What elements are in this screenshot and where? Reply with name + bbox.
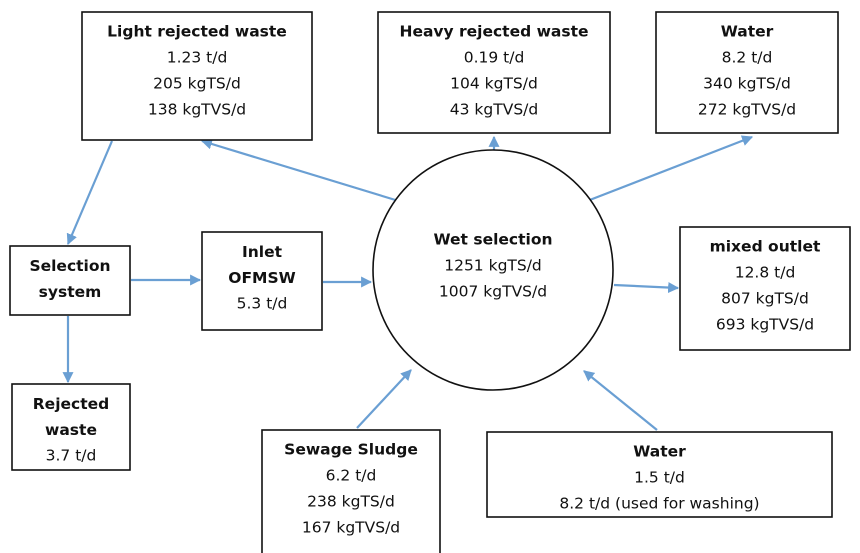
node-value: 43 kgTVS/d [450,101,538,119]
node-value: 205 kgTS/d [153,75,241,93]
node-value: 167 kgTVS/d [302,519,400,537]
node-title-part: OFMSW [228,269,295,287]
node-title-part: waste [45,421,97,439]
node-value: 272 kgTVS/d [698,101,796,119]
arrow [200,138,403,204]
node-value: 5.3 t/d [237,295,288,313]
node: Rejected waste 3.7 t/d [11,383,131,471]
node-value: 0.19 t/d [464,49,525,67]
node-value: 8.2 t/d (used for washing) [559,495,759,513]
node-title: Selection system [29,257,110,301]
node-title: Inlet OFMSW [228,243,295,287]
arrow [583,370,658,431]
node-box [9,245,131,316]
node-value: 1.23 t/d [167,49,228,67]
node-value: 1007 kgTVS/d [439,283,547,301]
node-title: Water [721,23,774,41]
node-value: 807 kgTS/d [721,290,809,308]
node-value: 3.7 t/d [46,447,97,465]
node-value: 12.8 t/d [735,264,796,282]
node: Wet selection 1251 kgTS/d 1007 kgTVS/d [372,149,614,391]
arrows [62,135,754,431]
node: Inlet OFMSW 5.3 t/d [201,231,323,331]
arrow [66,140,114,246]
node-title: Rejected waste [33,395,109,439]
node-title: Sewage Sludge [284,441,418,459]
node-title: Water [633,443,686,461]
node-title-part: system [39,283,102,301]
node-value: 104 kgTS/d [450,75,538,93]
node-value: 340 kgTS/d [703,75,791,93]
node: Water 1.5 t/d 8.2 t/d (used for washing) [486,431,833,518]
node-box [81,11,313,141]
node: Selection system [9,245,131,316]
arrow [613,282,680,294]
node: mixed outlet 12.8 t/d 807 kgTS/d 693 kgTVS/… [679,226,851,351]
node: Sewage Sludge 6.2 t/d 238 kgTS/d 167 kgTVS/… [261,429,441,553]
arrow [581,135,754,205]
node: Heavy rejected waste 0.19 t/d 104 kgTS/d 43… [377,11,611,134]
node-box [201,231,323,331]
node: Water 8.2 t/d 340 kgTS/d 272 kgTVS/d [655,11,839,134]
node-box [377,11,611,134]
node-box [655,11,839,134]
node-value: 1251 kgTS/d [444,257,542,275]
node-value: 238 kgTS/d [307,493,395,511]
node-title: Wet selection [433,231,552,249]
node-value: 6.2 t/d [326,467,377,485]
node-box [11,383,131,471]
node-title-part: Selection [29,257,110,275]
node-value: 138 kgTVS/d [148,101,246,119]
node-box [261,429,441,553]
node-circle [372,149,614,391]
node-value: 693 kgTVS/d [716,316,814,334]
arrow [356,369,412,429]
node-title: Light rejected waste [107,23,287,41]
node-title: mixed outlet [710,238,821,256]
node: Light rejected waste 1.23 t/d 205 kgTS/d 13… [81,11,313,141]
node-value: 1.5 t/d [634,469,685,487]
node-box [486,431,833,518]
node-title: Heavy rejected waste [399,23,588,41]
node-title-part: Rejected [33,395,109,413]
node-box [679,226,851,351]
node-value: 8.2 t/d [722,49,773,67]
node-title-part: Inlet [242,243,283,261]
